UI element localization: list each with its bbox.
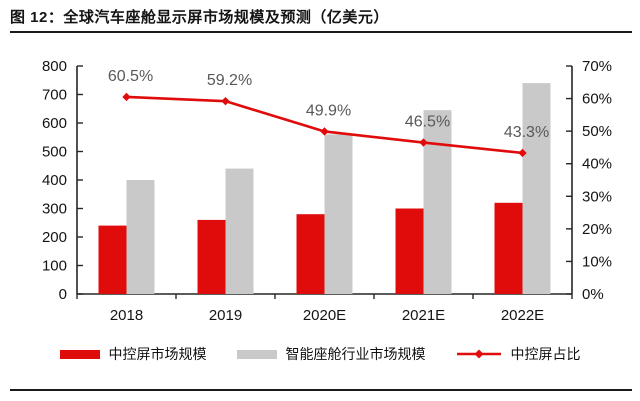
bar-primary-2020E <box>296 214 325 294</box>
figure-title: 图 12：全球汽车座舱显示屏市场规模及预测（亿美元） <box>10 9 389 26</box>
legend-item-line: 中控屏占比 <box>456 344 581 364</box>
title-divider <box>10 31 632 33</box>
y-tick-label-right: 50% <box>582 123 612 140</box>
y-tick-label-left: 100 <box>42 258 67 275</box>
y-tick-label-right: 10% <box>582 253 612 270</box>
legend-label-primary-bar: 中控屏市场规模 <box>108 346 207 362</box>
y-tick-label-left: 400 <box>42 172 67 189</box>
bar-secondary-2022E <box>522 83 551 294</box>
y-tick-label-left: 0 <box>59 286 67 303</box>
legend-swatch-primary-bar <box>59 349 100 359</box>
x-category-label: 2021E <box>402 307 445 324</box>
chart-legend: 中控屏市场规模 智能座舱行业市场规模 中控屏占比 <box>0 344 640 364</box>
legend-item-primary-bar: 中控屏市场规模 <box>59 344 207 364</box>
line-point-label: 59.2% <box>207 72 252 89</box>
bar-primary-2019 <box>197 219 226 294</box>
line-marker-2022E <box>518 148 527 158</box>
line-marker-2021E <box>419 138 428 147</box>
line-marker-2018 <box>122 92 131 102</box>
line-point-label: 49.9% <box>306 102 351 119</box>
y-tick-label-left: 700 <box>42 87 67 104</box>
y-tick-label-right: 20% <box>582 221 612 238</box>
x-category-label: 2020E <box>303 307 346 324</box>
y-tick-label-left: 600 <box>42 115 67 132</box>
y-tick-label-left: 300 <box>42 201 67 218</box>
bar-secondary-2020E <box>324 134 353 294</box>
bar-secondary-2019 <box>225 168 254 294</box>
line-point-label: 46.5% <box>405 114 450 131</box>
bar-secondary-2018 <box>126 180 155 294</box>
legend-label-line: 中控屏占比 <box>510 346 581 362</box>
bar-primary-2021E <box>395 208 424 294</box>
y-tick-label-right: 70% <box>582 58 612 75</box>
bottom-divider <box>10 389 632 391</box>
legend-swatch-secondary-bar <box>236 349 277 359</box>
line-point-label: 43.3% <box>504 124 549 141</box>
y-tick-label-left: 800 <box>42 58 67 75</box>
line-marker-2019 <box>221 96 230 106</box>
x-category-label: 2018 <box>110 307 143 324</box>
x-category-label: 2019 <box>209 307 242 324</box>
combo-chart: 800 700 600 500 400 300 200 100 0 70% 60% 50% 40% 30%… <box>42 58 612 324</box>
legend-label-secondary-bar: 智能座舱行业市场规模 <box>285 346 426 362</box>
bar-primary-2018 <box>98 225 127 294</box>
line-point-label: 60.5% <box>108 68 153 85</box>
y-tick-label-right: 30% <box>582 188 612 205</box>
legend-swatch-line-marker <box>456 349 501 359</box>
y-tick-label-right: 0% <box>582 286 604 303</box>
bar-secondary-2021E <box>423 110 452 294</box>
x-category-label: 2022E <box>501 307 544 324</box>
y-tick-label-right: 40% <box>582 156 612 173</box>
y-tick-label-left: 200 <box>42 229 67 246</box>
y-tick-label-left: 500 <box>42 144 67 161</box>
legend-item-secondary-bar: 智能座舱行业市场规模 <box>236 344 426 364</box>
line-marker-2020E <box>320 127 329 136</box>
y-tick-label-right: 60% <box>582 91 612 108</box>
bar-primary-2022E <box>494 202 523 294</box>
